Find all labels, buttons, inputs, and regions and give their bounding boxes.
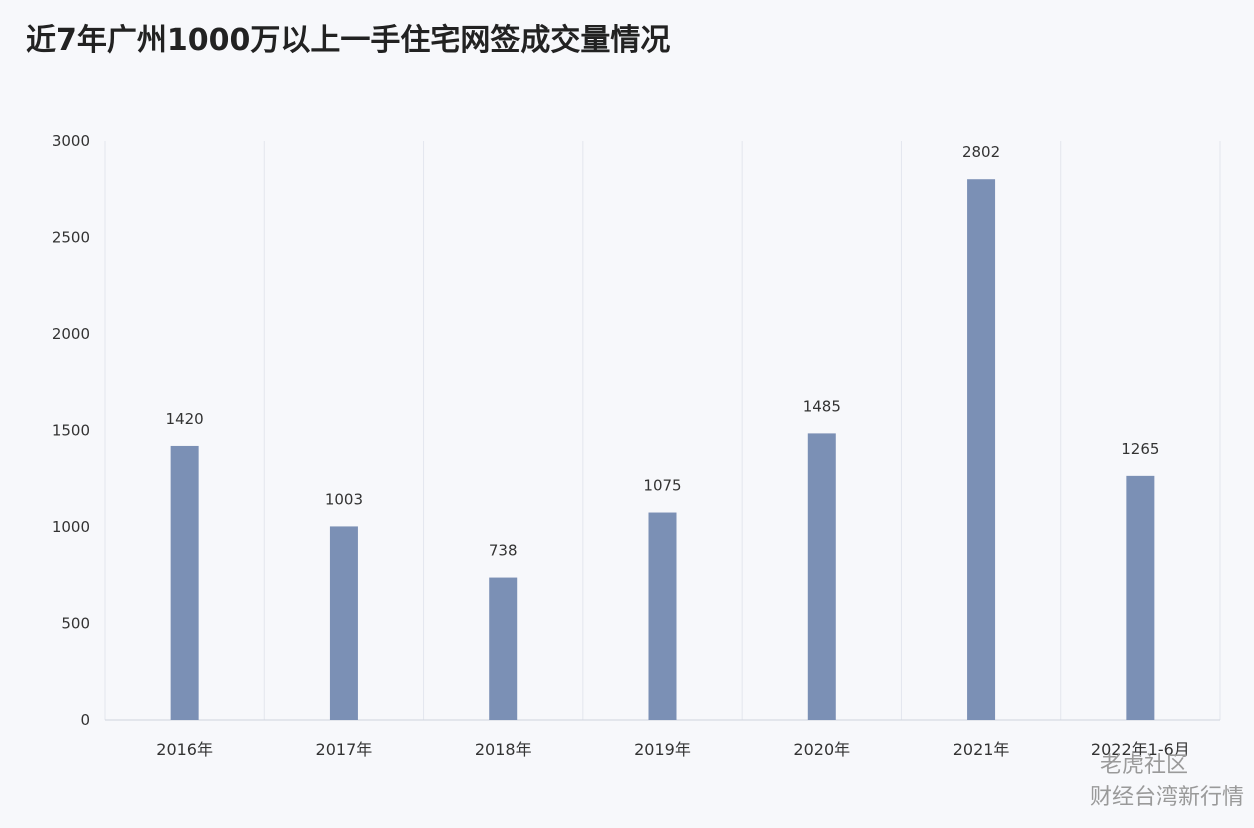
x-tick-label: 2020年: [793, 740, 850, 759]
x-tick-label: 2022年1-6月: [1091, 740, 1190, 759]
data-label: 1265: [1121, 440, 1159, 458]
bar: [1126, 475, 1155, 720]
watermark-line-2: 财经台湾新行情: [1090, 785, 1244, 810]
x-tick-label: 2021年: [953, 740, 1010, 759]
x-tick-label: 2018年: [475, 740, 532, 759]
bar: [170, 445, 199, 720]
chart-title: 近7年广州1000万以上一手住宅网签成交量情况: [26, 23, 670, 58]
y-tick-label: 1000: [52, 518, 90, 536]
bar: [489, 577, 518, 720]
grid-layer: [104, 141, 1221, 721]
data-label: 1075: [643, 477, 681, 495]
data-label: 1003: [325, 490, 363, 508]
y-tick-label: 0: [80, 711, 90, 729]
y-tick-label: 1500: [52, 422, 90, 440]
y-tick-label: 3000: [52, 132, 90, 150]
watermark: 老虎社区 财经台湾新行情: [1090, 753, 1244, 810]
y-tick-label: 500: [61, 615, 90, 633]
labels-layer: 0 500 1000 1500 2000 2500 3000 1420 2016年 1003 201…: [52, 132, 1190, 759]
y-tick-label: 2500: [52, 229, 90, 247]
watermark-line-1: 老虎社区: [1100, 753, 1188, 778]
data-label: 2802: [962, 143, 1000, 161]
bars-layer: [170, 179, 1155, 721]
bar: [967, 179, 996, 721]
y-tick-label: 2000: [52, 325, 90, 343]
data-label: 1420: [166, 410, 204, 428]
data-label: 1485: [803, 397, 841, 415]
x-tick-label: 2019年: [634, 740, 691, 759]
bar: [807, 433, 836, 720]
bar: [329, 526, 358, 720]
x-tick-label: 2017年: [316, 740, 373, 759]
data-label: 738: [489, 542, 518, 560]
x-tick-label: 2016年: [156, 740, 213, 759]
bar: [648, 512, 677, 720]
